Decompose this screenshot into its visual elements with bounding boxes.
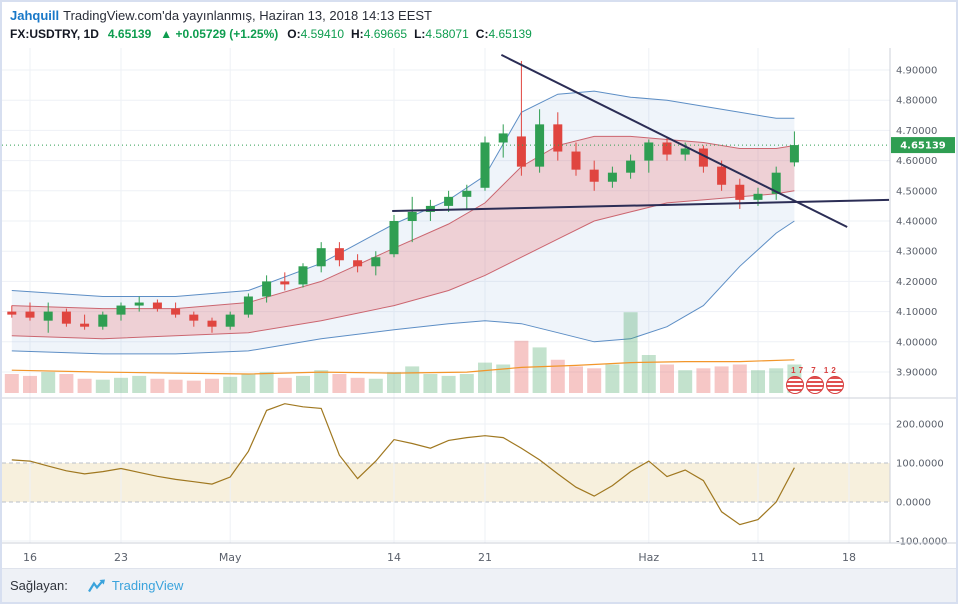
- svg-text:4.20000: 4.20000: [896, 277, 937, 288]
- striped-ball-icon: [826, 376, 844, 394]
- open-label: O:: [287, 27, 301, 41]
- svg-text:3.90000: 3.90000: [896, 368, 937, 379]
- striped-balls-icon: [782, 376, 848, 394]
- svg-text:4.65139: 4.65139: [900, 141, 946, 152]
- publisher-logo: 17 7 12: [782, 366, 848, 394]
- svg-text:23: 23: [114, 551, 128, 564]
- striped-ball-icon: [786, 376, 804, 394]
- svg-text:0.0000: 0.0000: [896, 498, 931, 509]
- striped-ball-icon: [806, 376, 824, 394]
- up-arrow-icon: ▲: [160, 27, 173, 41]
- last-price: 4.65139: [107, 27, 152, 41]
- svg-text:14: 14: [387, 551, 401, 564]
- footer: Sağlayan: TradingView: [2, 568, 956, 602]
- open-value: 4.59410: [300, 27, 345, 41]
- change-value: +0.05729 (+1.25%): [175, 27, 279, 41]
- svg-text:-100.0000: -100.0000: [896, 537, 947, 548]
- svg-text:4.10000: 4.10000: [896, 307, 937, 318]
- symbol-line: FX:USDTRY, 1D 4.65139 ▲ +0.05729 (+1.25%…: [10, 27, 948, 41]
- bands-layer: [11, 90, 795, 355]
- svg-text:4.00000: 4.00000: [896, 337, 937, 348]
- symbol-interval: FX:USDTRY, 1D: [10, 27, 99, 41]
- chart-canvas[interactable]: 4.90000 4.80000 4.70000 4.60000 4.50000 4.400…: [2, 48, 956, 568]
- axis-layer: 4.90000 4.80000 4.70000 4.60000 4.50000 4.400…: [2, 48, 956, 564]
- low-value: 4.58071: [425, 27, 469, 41]
- svg-text:4.90000: 4.90000: [896, 66, 937, 77]
- close-label: C:: [475, 27, 489, 41]
- author-link[interactable]: Jahquill: [10, 8, 60, 23]
- header: Jahquill TradingView.com'da yayınlanmış, …: [2, 2, 956, 48]
- ohlc-values: O:4.59410 H:4.69665 L:4.58071 C:4.65139: [287, 27, 532, 41]
- svg-text:4.30000: 4.30000: [896, 247, 937, 258]
- publish-line: Jahquill TradingView.com'da yayınlanmış, …: [10, 8, 948, 23]
- publish-info: TradingView.com'da yayınlanmış, Haziran …: [63, 8, 432, 23]
- svg-text:4.40000: 4.40000: [896, 217, 937, 228]
- svg-text:11: 11: [751, 551, 765, 564]
- chart-area[interactable]: 4.90000 4.80000 4.70000 4.60000 4.50000 4.400…: [2, 48, 956, 568]
- indicator-layer: [11, 403, 795, 526]
- svg-text:21: 21: [478, 551, 492, 564]
- publisher-logo-numbers: 17 7 12: [791, 366, 839, 375]
- svg-text:200.0000: 200.0000: [896, 420, 944, 431]
- svg-text:100.0000: 100.0000: [896, 459, 944, 470]
- svg-text:Haz: Haz: [638, 551, 659, 564]
- candles-layer: [7, 60, 799, 333]
- provider-label: Sağlayan:: [10, 578, 68, 593]
- trendlines-layer: [2, 54, 890, 228]
- tradingview-brand[interactable]: TradingView: [111, 578, 184, 593]
- svg-text:18: 18: [842, 551, 856, 564]
- current-price-tag: [891, 137, 955, 154]
- low-label: L:: [414, 27, 426, 41]
- volume-layer: [4, 312, 802, 393]
- svg-text:4.60000: 4.60000: [896, 156, 937, 167]
- price-change: ▲ +0.05729 (+1.25%): [160, 27, 278, 41]
- high-label: H:: [351, 27, 364, 41]
- svg-text:16: 16: [23, 551, 37, 564]
- tradingview-logo-icon[interactable]: [87, 579, 106, 593]
- close-value: 4.65139: [488, 27, 532, 41]
- high-value: 4.69665: [363, 27, 408, 41]
- svg-text:May: May: [219, 551, 242, 564]
- svg-text:4.80000: 4.80000: [896, 96, 937, 107]
- svg-text:4.70000: 4.70000: [896, 126, 937, 137]
- svg-text:4.50000: 4.50000: [896, 186, 937, 197]
